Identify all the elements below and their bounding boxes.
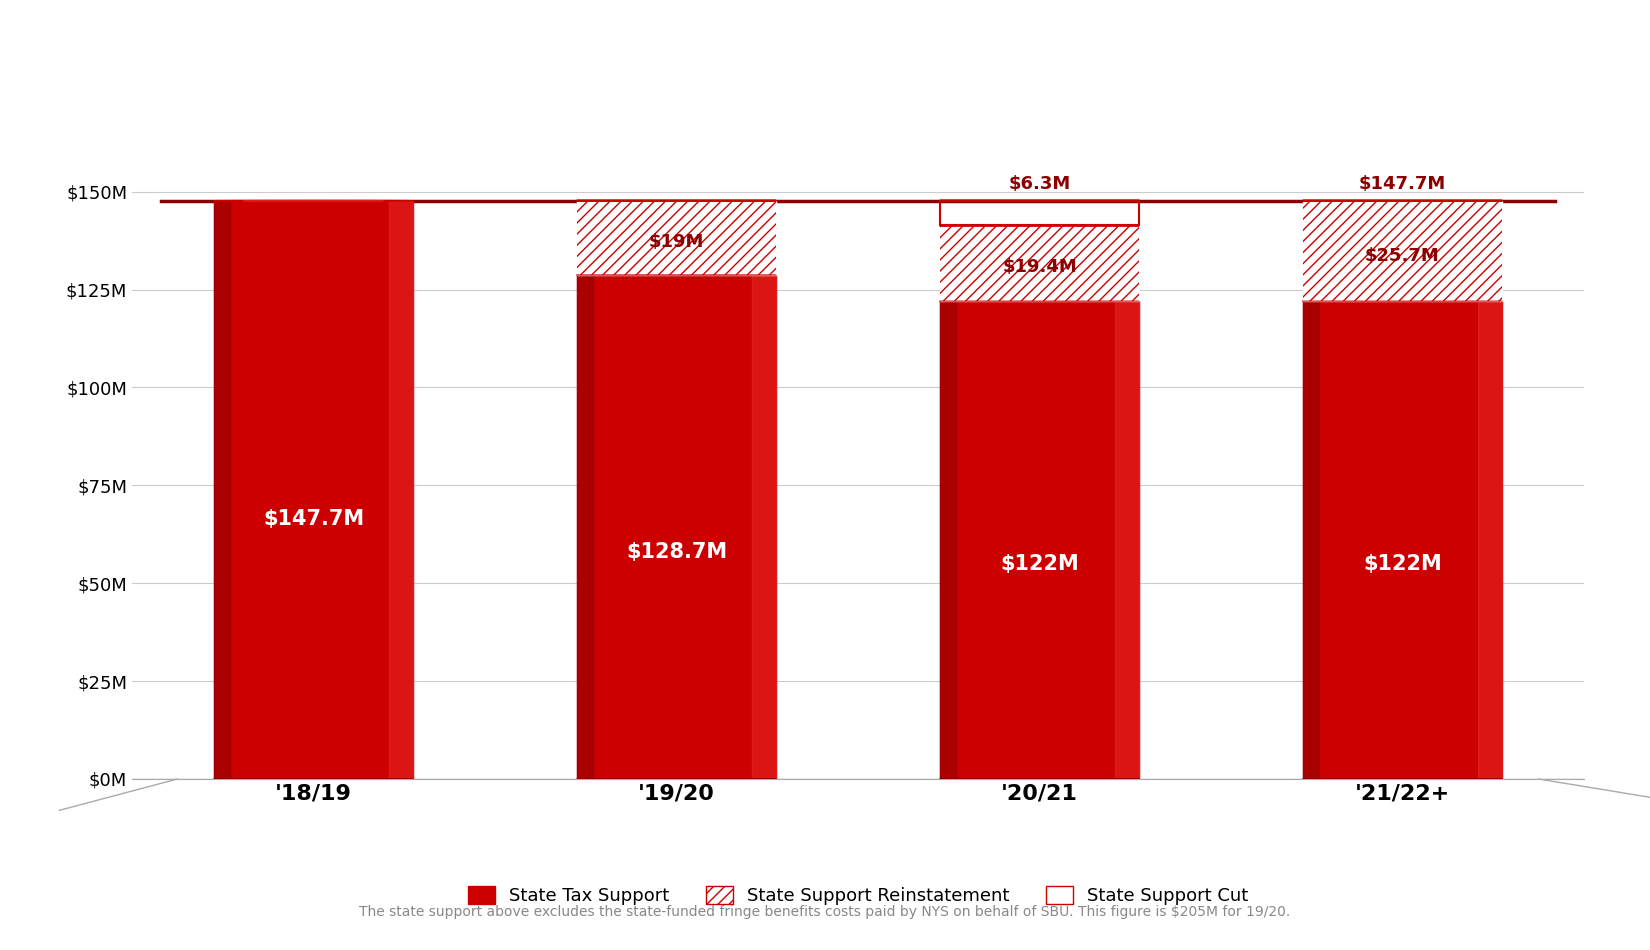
Bar — [214, 200, 229, 779]
Bar — [578, 200, 776, 276]
Text: The state support above excludes the state-funded fringe benefits costs paid by : The state support above excludes the sta… — [360, 905, 1290, 919]
Legend: State Tax Support, State Support Reinstatement, State Support Cut: State Tax Support, State Support Reinsta… — [460, 879, 1256, 912]
Text: $128.7M: $128.7M — [625, 542, 728, 562]
Bar — [389, 200, 412, 779]
Bar — [1304, 200, 1503, 301]
Bar — [578, 200, 776, 276]
Text: $147.7M: $147.7M — [262, 509, 365, 529]
Bar — [578, 276, 592, 779]
Bar — [752, 276, 775, 779]
Text: $19.4M: $19.4M — [1002, 258, 1077, 276]
Bar — [578, 276, 776, 779]
Bar — [1304, 301, 1318, 779]
Text: Budgeting Volatility: State Funding: Budgeting Volatility: State Funding — [502, 40, 1148, 74]
Bar — [940, 200, 1140, 225]
Text: $122M: $122M — [1363, 554, 1442, 574]
Text: $6.3M: $6.3M — [1008, 175, 1071, 193]
Bar — [940, 301, 1140, 779]
Bar — [940, 225, 1140, 301]
Text: $147.7M: $147.7M — [1360, 175, 1445, 193]
Bar — [1304, 200, 1503, 301]
Text: $25.7M: $25.7M — [1365, 247, 1440, 265]
Bar — [214, 200, 412, 779]
Bar — [1115, 301, 1138, 779]
Text: $19M: $19M — [648, 233, 705, 251]
Text: $122M: $122M — [1000, 554, 1079, 574]
Bar — [1478, 301, 1502, 779]
Bar — [940, 301, 955, 779]
Bar — [940, 225, 1140, 301]
Bar — [1304, 301, 1503, 779]
